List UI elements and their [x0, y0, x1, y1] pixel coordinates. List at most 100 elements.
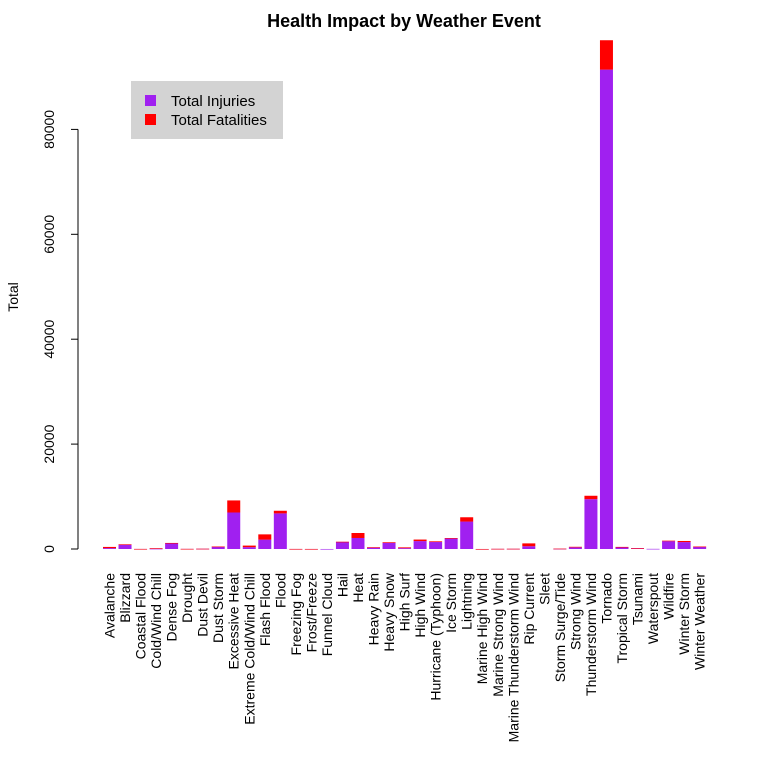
y-tick-label: 20000	[41, 424, 57, 463]
bar-injuries	[522, 546, 536, 549]
bar-fatalities	[196, 548, 210, 550]
bar-fatalities	[180, 548, 194, 550]
bar-fatalities	[429, 541, 443, 543]
bar-fatalities	[568, 546, 582, 548]
bar-injuries	[460, 521, 474, 549]
bar-fatalities	[553, 548, 567, 550]
bar-injuries	[429, 542, 443, 549]
bar-injuries	[444, 538, 458, 549]
bar-injuries	[118, 544, 132, 549]
x-tick-label: Heavy Rain	[366, 573, 382, 645]
bar-injuries	[242, 547, 256, 549]
bar-injuries	[646, 548, 660, 550]
x-tick-label: Excessive Heat	[226, 573, 242, 670]
bar-injuries	[367, 547, 381, 549]
bar-fatalities	[227, 500, 241, 513]
x-tick-label: Storm Surge/Tide	[552, 573, 568, 682]
bar-fatalities	[165, 542, 179, 544]
bar-fatalities	[413, 539, 427, 542]
x-tick-label: High Wind	[412, 573, 428, 638]
bar-fatalities	[273, 510, 287, 514]
bar-injuries	[568, 547, 582, 549]
bar-fatalities	[258, 534, 272, 540]
bar-injuries	[211, 546, 225, 549]
bar-injuries	[258, 539, 272, 549]
bar-injuries	[413, 541, 427, 549]
legend-label-fatalities: Total Fatalities	[171, 112, 267, 129]
x-tick-label: Coastal Flood	[133, 573, 149, 659]
bar-injuries	[662, 541, 676, 549]
bar-fatalities	[211, 546, 225, 548]
x-tick-label: Frost/Freeze	[303, 573, 319, 653]
x-tick-label: Dust Storm	[210, 573, 226, 643]
bar-fatalities	[149, 548, 163, 549]
bar-fatalities	[615, 546, 629, 548]
y-tick-label: 40000	[41, 320, 57, 359]
bar-injuries	[351, 537, 365, 549]
x-tick-label: Strong Wind	[567, 573, 583, 650]
bar-fatalities	[631, 548, 645, 549]
x-tick-label: Thunderstorm Wind	[583, 573, 599, 696]
x-tick-label: Rip Current	[521, 573, 537, 645]
x-tick-label: Blizzard	[117, 573, 133, 623]
x-tick-label: Freezing Fog	[288, 573, 304, 655]
bar-injuries	[382, 542, 396, 549]
bar-fatalities	[677, 540, 691, 543]
x-tick-label: Tornado	[598, 573, 614, 624]
bars	[103, 40, 707, 550]
x-tick-label: Heavy Snow	[381, 572, 397, 651]
y-tick-label: 80000	[41, 110, 57, 149]
x-tick-label: Winter Storm	[676, 573, 692, 655]
bar-fatalities	[382, 542, 396, 543]
bar-injuries	[615, 547, 629, 549]
bar-injuries	[335, 541, 349, 549]
x-tick-label: Sleet	[536, 573, 552, 605]
chart-title: Health Impact by Weather Event	[267, 11, 541, 31]
bar-fatalities	[522, 543, 536, 547]
bar-fatalities	[506, 548, 520, 550]
x-tick-label: Funnel Cloud	[319, 573, 335, 656]
legend: Total Injuries Total Fatalities	[131, 81, 283, 139]
bar-fatalities	[103, 546, 116, 549]
bar-fatalities	[289, 548, 303, 550]
legend-label-injuries: Total Injuries	[171, 93, 255, 110]
bar-fatalities	[351, 533, 365, 538]
bar-fatalities	[335, 541, 349, 543]
x-tick-label: Ice Storm	[443, 573, 459, 633]
bar-injuries	[599, 69, 613, 550]
x-tick-label: Hurricane (Typhoon)	[428, 573, 444, 701]
x-tick-label: Wildfire	[661, 573, 677, 620]
x-tick-label: Waterspout	[645, 573, 661, 644]
bar-injuries	[103, 548, 116, 549]
x-tick-label: Tsunami	[630, 573, 646, 625]
bar-injuries	[693, 546, 707, 549]
bar-fatalities	[584, 495, 598, 500]
bar-injuries	[320, 548, 334, 550]
x-tick-label: Flash Flood	[257, 573, 273, 646]
x-tick-label: Drought	[179, 573, 195, 623]
bar-fatalities	[242, 545, 256, 548]
y-tick-label: 60000	[41, 215, 57, 254]
bar-fatalities	[599, 40, 613, 70]
x-tick-label: Lightning	[459, 573, 475, 630]
bar-injuries	[165, 543, 179, 549]
x-axis-labels: Avalanche Blizzard Coastal Flood Cold/Wind …	[102, 572, 708, 742]
legend-swatch-injuries	[145, 95, 156, 106]
bar-fatalities	[491, 548, 505, 550]
x-tick-label: Avalanche	[102, 573, 118, 638]
y-tick-label: 0	[41, 545, 57, 553]
x-tick-label: Heat	[350, 573, 366, 603]
y-axis: 0 20000 40000 60000 80000	[41, 110, 79, 553]
bar-fatalities	[444, 538, 458, 539]
y-axis-label: Total	[5, 282, 21, 312]
bar-fatalities	[398, 547, 412, 549]
legend-swatch-fatalities	[145, 114, 156, 125]
bar-fatalities	[662, 540, 676, 542]
x-tick-label: Dense Fog	[164, 573, 180, 641]
bar-fatalities	[118, 544, 132, 545]
bar-fatalities	[367, 547, 381, 548]
x-tick-label: Marine Strong Wind	[490, 573, 506, 697]
bar-injuries	[149, 548, 163, 550]
x-tick-label: Tropical Storm	[614, 573, 630, 664]
